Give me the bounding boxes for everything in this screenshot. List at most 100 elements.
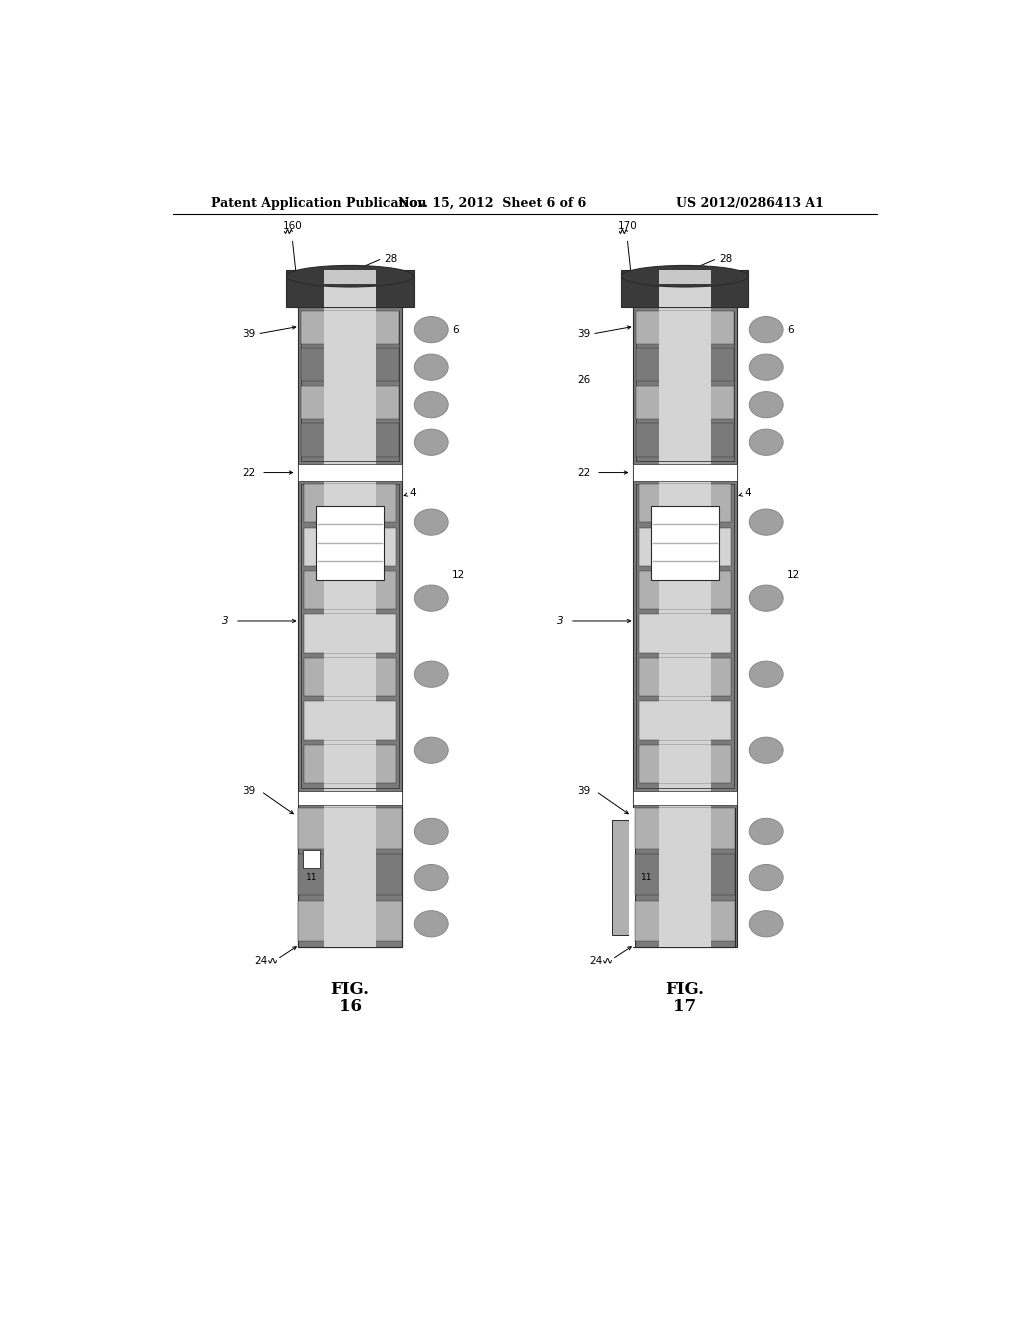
Bar: [324, 424, 376, 457]
Text: 15: 15: [672, 602, 683, 610]
Bar: [301, 348, 399, 381]
Ellipse shape: [750, 818, 783, 845]
Bar: [651, 506, 719, 579]
Bar: [639, 657, 731, 696]
Ellipse shape: [415, 585, 449, 611]
Bar: [658, 744, 711, 783]
Ellipse shape: [415, 429, 449, 455]
Bar: [658, 615, 711, 652]
Bar: [658, 900, 711, 941]
Bar: [304, 528, 396, 566]
Text: 28: 28: [384, 253, 397, 264]
Text: 17: 17: [674, 998, 696, 1015]
Bar: [304, 701, 396, 739]
Ellipse shape: [750, 354, 783, 380]
Bar: [324, 385, 376, 418]
Bar: [324, 854, 376, 895]
Text: 2: 2: [708, 268, 715, 277]
Ellipse shape: [750, 585, 783, 611]
Bar: [298, 900, 402, 941]
Ellipse shape: [750, 392, 783, 418]
Bar: [658, 271, 711, 284]
Bar: [304, 572, 396, 610]
Bar: [612, 820, 629, 936]
Bar: [324, 808, 376, 946]
Bar: [287, 271, 414, 308]
Bar: [298, 271, 402, 946]
Bar: [636, 385, 734, 418]
Bar: [658, 854, 711, 895]
Text: 6: 6: [678, 644, 684, 653]
Bar: [324, 348, 376, 381]
Bar: [658, 275, 711, 308]
Ellipse shape: [750, 865, 783, 891]
Bar: [324, 744, 376, 783]
Bar: [304, 657, 396, 696]
Bar: [316, 506, 384, 579]
Bar: [658, 657, 711, 696]
Text: 22: 22: [578, 467, 591, 478]
Bar: [324, 808, 376, 849]
Ellipse shape: [287, 265, 414, 286]
Bar: [298, 808, 402, 849]
Ellipse shape: [750, 510, 783, 535]
Text: 4: 4: [410, 488, 417, 498]
Ellipse shape: [622, 265, 749, 286]
Text: 11: 11: [306, 873, 317, 882]
Bar: [304, 744, 396, 783]
Bar: [636, 312, 734, 345]
Bar: [304, 484, 396, 523]
Text: 39: 39: [578, 787, 591, 796]
Bar: [324, 528, 376, 566]
Text: 39: 39: [578, 329, 591, 339]
Ellipse shape: [415, 737, 449, 763]
Bar: [636, 312, 734, 461]
Text: 160: 160: [283, 222, 302, 231]
Bar: [658, 808, 711, 849]
Text: 8: 8: [339, 536, 345, 545]
Ellipse shape: [415, 510, 449, 535]
Text: 39: 39: [243, 329, 256, 339]
Bar: [639, 528, 731, 566]
Bar: [303, 850, 319, 869]
Bar: [301, 424, 399, 457]
Bar: [658, 312, 711, 345]
Bar: [324, 275, 376, 308]
Bar: [635, 808, 735, 946]
Bar: [324, 271, 376, 946]
Text: 6: 6: [343, 644, 349, 653]
Bar: [639, 744, 731, 783]
Text: FIG.: FIG.: [666, 981, 705, 998]
Text: US 2012/0286413 A1: US 2012/0286413 A1: [676, 197, 823, 210]
Text: 12: 12: [787, 570, 800, 581]
Text: 3: 3: [557, 616, 563, 626]
Bar: [658, 271, 711, 946]
Bar: [633, 465, 737, 480]
Bar: [658, 385, 711, 418]
Bar: [635, 900, 735, 941]
Text: 12: 12: [452, 570, 465, 581]
Bar: [636, 424, 734, 457]
Text: 24: 24: [589, 956, 602, 966]
Bar: [304, 615, 396, 652]
Ellipse shape: [750, 911, 783, 937]
Bar: [298, 792, 402, 805]
Bar: [658, 528, 711, 566]
Bar: [639, 484, 731, 523]
Text: 39: 39: [243, 787, 256, 796]
Ellipse shape: [415, 818, 449, 845]
Bar: [629, 808, 635, 946]
Bar: [298, 465, 402, 480]
Bar: [635, 854, 735, 895]
Bar: [301, 385, 399, 418]
Bar: [324, 657, 376, 696]
Text: Nov. 15, 2012  Sheet 6 of 6: Nov. 15, 2012 Sheet 6 of 6: [398, 197, 587, 210]
Text: 3: 3: [222, 616, 228, 626]
Bar: [324, 312, 376, 461]
Text: 5: 5: [347, 873, 353, 882]
Bar: [639, 572, 731, 610]
Text: 2: 2: [373, 268, 380, 277]
Bar: [622, 271, 749, 308]
Bar: [301, 312, 399, 461]
Text: 8: 8: [675, 536, 680, 545]
